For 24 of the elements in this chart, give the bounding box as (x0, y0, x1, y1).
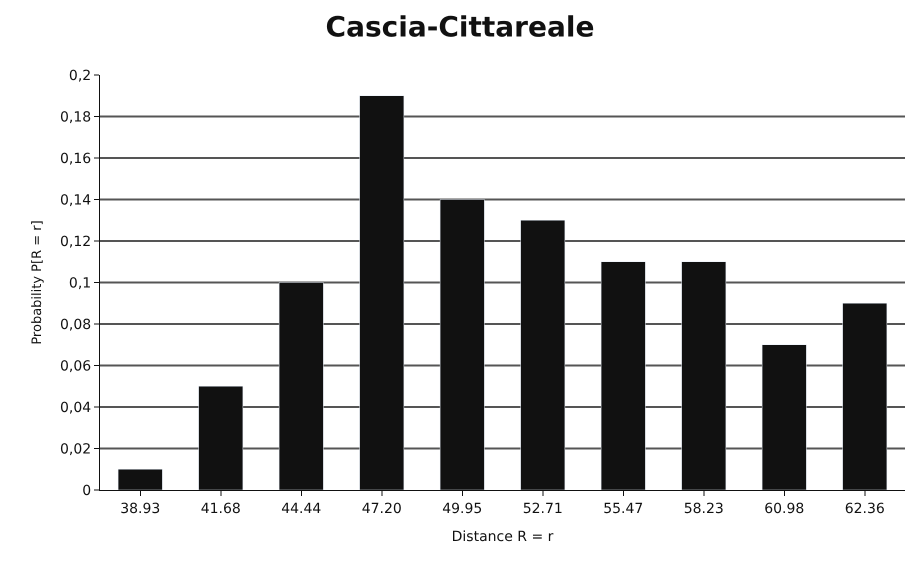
y-tick-label: 0,1 (68, 275, 92, 292)
x-tick-label: 44.44 (281, 500, 322, 517)
y-tick-label: 0,04 (60, 400, 92, 416)
y-tick-label: 0,12 (60, 234, 92, 250)
y-tick-label: 0,06 (60, 358, 92, 374)
y-tick-label: 0 (82, 482, 92, 499)
x-tick-label: 55.47 (603, 500, 644, 517)
x-tick-label: 49.95 (442, 500, 482, 517)
y-tick-label: 0,16 (60, 150, 92, 167)
x-tick-label: 62.36 (844, 500, 885, 517)
x-tick-label: 41.68 (200, 500, 241, 517)
chart-title: Cascia-Cittareale (326, 10, 594, 44)
x-tick-label: 52.71 (522, 500, 563, 517)
y-tick-label: 0,08 (60, 316, 92, 333)
x-tick-label: 38.93 (120, 500, 160, 517)
y-tick-label: 0,02 (60, 441, 92, 458)
y-tick-label: 0,14 (60, 192, 92, 208)
y-axis-title: Probability P[R = r] (30, 220, 45, 345)
x-tick-label: 58.23 (684, 500, 724, 517)
y-tick-label: 0,18 (60, 109, 92, 126)
x-axis-title: Distance R = r (452, 529, 554, 546)
x-tick-label: 60.98 (764, 500, 804, 517)
y-tick-label: 0,2 (68, 68, 92, 84)
x-tick-label: 47.20 (362, 500, 402, 517)
